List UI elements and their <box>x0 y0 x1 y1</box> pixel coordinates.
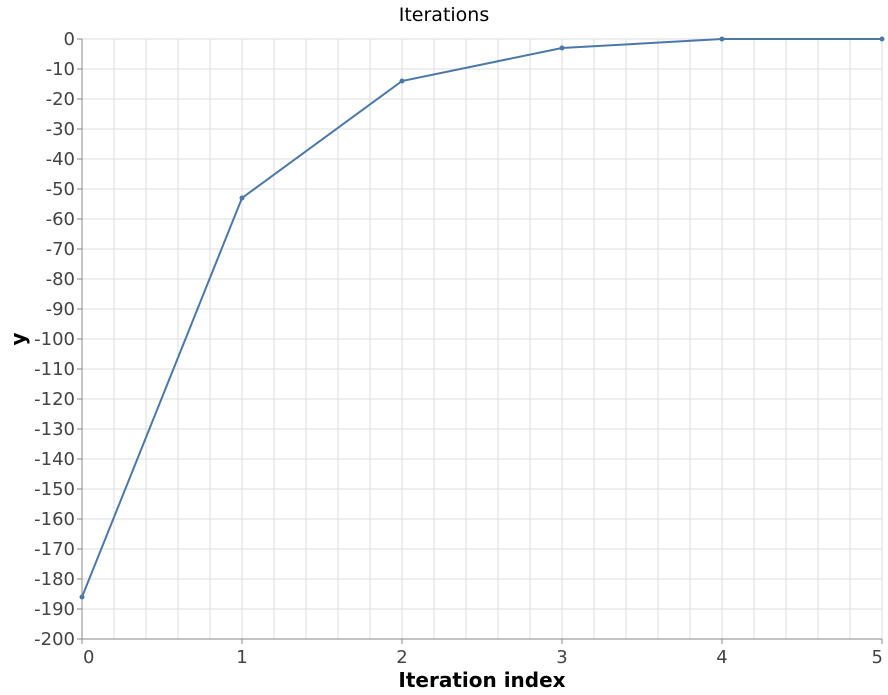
x-tick-label: 1 <box>236 647 247 668</box>
data-point <box>79 594 85 600</box>
y-tick-label: -40 <box>46 149 75 170</box>
y-tick-label: -10 <box>46 59 75 80</box>
y-axis-label: y <box>6 332 30 346</box>
y-tick-label: -140 <box>34 449 75 470</box>
y-tick-label: -120 <box>34 389 75 410</box>
y-tick-label: -110 <box>34 359 75 380</box>
y-tick-label: -20 <box>46 89 75 110</box>
chart-title: Iterations <box>398 4 490 26</box>
y-tick-label: -100 <box>34 329 75 350</box>
x-axis-label: Iteration index <box>398 668 566 692</box>
data-point <box>559 45 565 51</box>
y-tick-label: -80 <box>46 269 75 290</box>
y-tick-label: -190 <box>34 599 75 620</box>
y-tick-label: -200 <box>34 629 75 650</box>
x-tick-label: 5 <box>872 647 883 668</box>
y-tick-label: -70 <box>46 239 75 260</box>
data-point <box>399 78 405 84</box>
x-tick-label: 0 <box>83 647 94 668</box>
y-tick-label: -90 <box>46 299 75 320</box>
series-line <box>81 38 882 598</box>
data-point <box>719 36 725 42</box>
x-tick-label: 4 <box>716 647 727 668</box>
y-tick-label: 0 <box>64 29 75 50</box>
y-tick-label: -150 <box>34 479 75 500</box>
data-point <box>239 195 245 201</box>
x-tick-label: 3 <box>556 647 567 668</box>
y-tick-label: -130 <box>34 419 75 440</box>
y-tick-label: -180 <box>34 569 75 590</box>
y-tick-label: -170 <box>34 539 75 560</box>
y-tick-label: -60 <box>46 209 75 230</box>
y-tick-label: -50 <box>46 179 75 200</box>
x-tick-label: 2 <box>396 647 407 668</box>
data-point <box>879 36 885 42</box>
y-tick-label: -160 <box>34 509 75 530</box>
y-tick-label: -30 <box>46 119 75 140</box>
